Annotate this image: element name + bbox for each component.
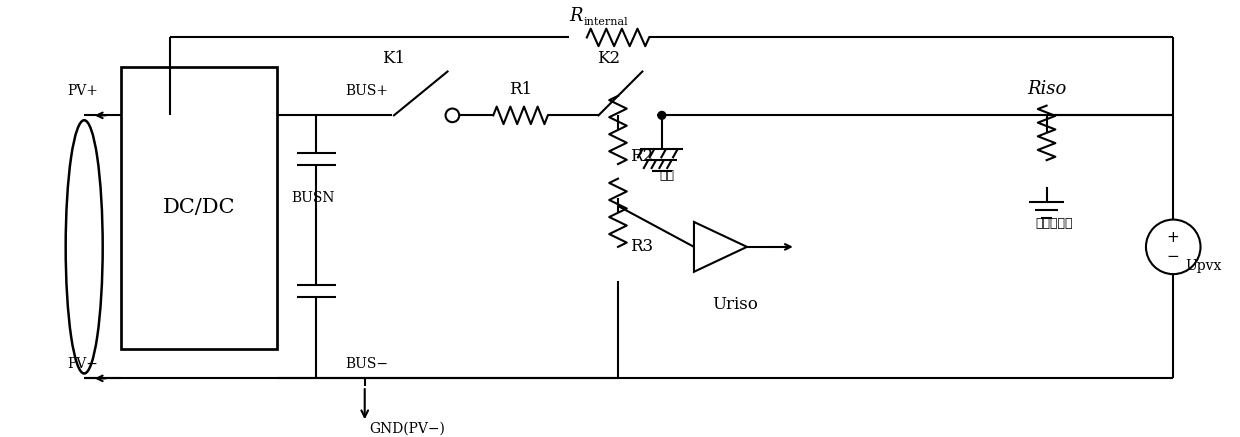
Text: R2: R2 [630, 148, 652, 165]
Text: −: − [1167, 249, 1179, 264]
Text: R: R [569, 7, 583, 25]
Circle shape [658, 111, 666, 119]
Text: K2: K2 [596, 50, 620, 67]
Text: DC/DC: DC/DC [162, 198, 236, 217]
Bar [122, 67, 277, 349]
Text: R3: R3 [630, 238, 652, 255]
Text: internal: internal [584, 17, 629, 27]
Text: BUS−: BUS− [345, 357, 388, 371]
Text: GND(PV−): GND(PV−) [370, 422, 445, 436]
Text: PV−: PV− [68, 357, 98, 371]
Text: 机壳: 机壳 [660, 169, 675, 182]
Text: Uriso: Uriso [712, 295, 758, 312]
Text: Riso: Riso [1027, 80, 1066, 98]
Text: 大地等电位: 大地等电位 [1035, 217, 1073, 230]
Text: R1: R1 [508, 81, 532, 98]
Text: Upvx: Upvx [1185, 259, 1221, 274]
Text: BUSN: BUSN [291, 191, 335, 205]
Text: BUS+: BUS+ [345, 84, 388, 98]
Text: K1: K1 [382, 50, 405, 67]
Text: +: + [1167, 229, 1179, 245]
Text: PV+: PV+ [68, 84, 98, 98]
